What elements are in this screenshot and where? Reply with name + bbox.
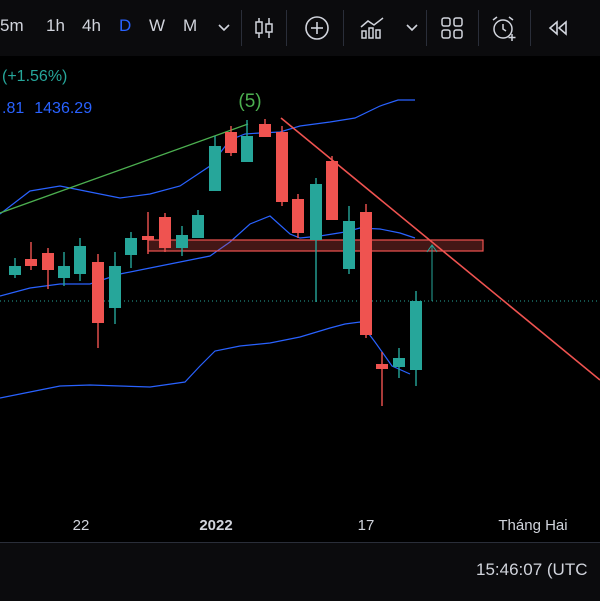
timeframe-1h[interactable]: 1h xyxy=(46,16,65,35)
target-arrowhead xyxy=(426,244,438,253)
candle-18 xyxy=(310,184,322,240)
alarm-add-icon[interactable] xyxy=(486,10,522,46)
time-label-2022: 2022 xyxy=(199,517,232,534)
candle-17 xyxy=(292,199,304,233)
candle-5 xyxy=(92,262,104,323)
candle-13 xyxy=(225,132,237,153)
toolbar-separator xyxy=(426,10,427,46)
change-percent: (+1.56%) xyxy=(2,68,68,85)
utc-clock[interactable]: 15:46:07 (UTC xyxy=(476,560,588,579)
timeframe-w[interactable]: W xyxy=(149,16,166,35)
candles-icon[interactable] xyxy=(246,10,282,46)
indicator-values: .81 1436.29 xyxy=(2,100,102,118)
top-toolbar: 5m 1h 4h D W M xyxy=(0,0,600,57)
timeframe-m[interactable]: M xyxy=(183,16,198,35)
time-label-17: 17 xyxy=(358,517,375,534)
toolbar-separator xyxy=(286,10,287,46)
timeframe-4h[interactable]: 4h xyxy=(82,16,101,35)
candle-6 xyxy=(109,266,121,308)
timeframe-5m[interactable]: 5m xyxy=(0,16,24,35)
candle-2 xyxy=(42,253,54,270)
rising-trendline xyxy=(0,123,249,214)
candle-4 xyxy=(74,246,86,274)
candle-3 xyxy=(58,266,70,278)
candle-14 xyxy=(241,136,253,162)
candle-11 xyxy=(192,215,204,238)
candle-19 xyxy=(326,161,338,220)
candle-7 xyxy=(125,238,137,255)
plus-circle-icon[interactable] xyxy=(299,10,335,46)
candle-12 xyxy=(209,146,221,191)
indicators-icon[interactable] xyxy=(354,10,390,46)
time-label-22: 22 xyxy=(73,517,90,534)
candle-9 xyxy=(159,217,171,248)
candle-10 xyxy=(176,235,188,248)
candle-1 xyxy=(25,259,37,266)
toolbar-separator xyxy=(530,10,531,46)
bottom-bar xyxy=(0,542,600,601)
chart-area[interactable]: (5) 22 2022 17 Tháng Hai xyxy=(0,56,600,542)
wave-label: (5) xyxy=(238,91,261,112)
toolbar-separator xyxy=(478,10,479,46)
timeframe-d[interactable]: D xyxy=(119,16,132,35)
layout-grid-icon[interactable] xyxy=(434,10,470,46)
indicator-value-1: .81 xyxy=(2,100,25,117)
candle-8 xyxy=(142,236,154,240)
candle-0 xyxy=(9,266,21,275)
candle-22 xyxy=(376,364,388,369)
toolbar-separator xyxy=(241,10,242,46)
indicator-value-2: 1436.29 xyxy=(34,100,93,117)
candle-16 xyxy=(276,132,288,202)
price-chart[interactable]: (5) 22 2022 17 Tháng Hai xyxy=(0,56,600,542)
chevron-down-icon[interactable] xyxy=(206,10,242,46)
candle-21 xyxy=(360,212,372,335)
toolbar-separator xyxy=(343,10,344,46)
candle-20 xyxy=(343,221,355,269)
upper-band xyxy=(0,99,415,215)
candle-24 xyxy=(410,301,422,370)
replay-icon[interactable] xyxy=(540,10,576,46)
lower-band xyxy=(0,321,411,399)
time-label-thang-hai: Tháng Hai xyxy=(498,517,567,534)
chevron-down-icon[interactable] xyxy=(394,10,430,46)
candle-15 xyxy=(259,124,271,137)
candle-23 xyxy=(393,358,405,367)
